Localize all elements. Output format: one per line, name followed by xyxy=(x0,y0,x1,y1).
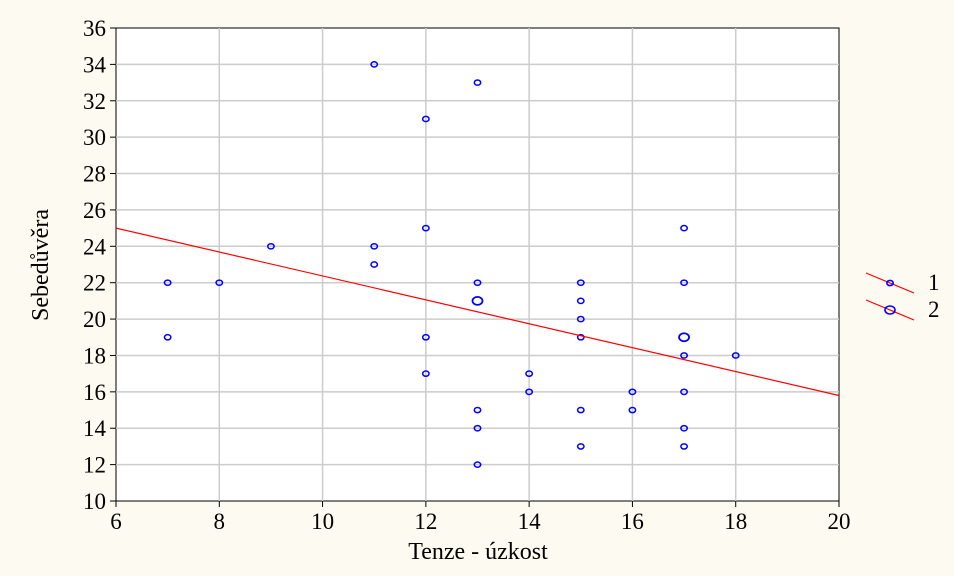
legend-marker xyxy=(885,279,894,287)
data-point xyxy=(576,333,585,341)
axis-ticks: 6 8 10 12 14 16 18 20 10 12 14 16 18 20 22 24 26 28 30 32 34… xyxy=(83,16,851,534)
legend-line xyxy=(865,272,915,294)
y-axis-label: Sebedůvěra xyxy=(28,209,54,321)
data-point xyxy=(473,406,482,414)
x-tick-label: 8 xyxy=(214,509,226,534)
data-point xyxy=(680,424,689,432)
y-tick-label: 14 xyxy=(83,416,107,441)
data-point xyxy=(680,352,689,359)
data-point xyxy=(473,279,482,287)
plot-area xyxy=(115,27,840,502)
data-point xyxy=(421,333,430,341)
data-point xyxy=(370,61,379,68)
y-tick-label: 22 xyxy=(83,271,106,296)
data-point xyxy=(680,443,689,450)
data-point xyxy=(370,261,379,268)
y-tick-label: 30 xyxy=(83,125,106,150)
data-point xyxy=(421,370,430,378)
data-point xyxy=(576,315,585,323)
data-point xyxy=(473,424,482,432)
data-point xyxy=(576,443,585,450)
data-points xyxy=(163,61,740,468)
data-point xyxy=(680,279,689,287)
y-tick-label: 26 xyxy=(83,198,106,223)
data-point xyxy=(163,279,172,287)
data-point xyxy=(525,370,534,378)
data-point xyxy=(370,242,379,250)
regression-line-group xyxy=(115,227,840,397)
y-tick-label: 20 xyxy=(83,307,106,332)
legend-label: 1 xyxy=(928,270,940,295)
y-tick-label: 34 xyxy=(83,52,107,77)
data-point xyxy=(576,406,585,414)
y-tick-label: 28 xyxy=(83,162,106,187)
legend: 12 xyxy=(865,270,940,322)
data-point xyxy=(731,352,740,359)
x-axis-label: Tenze - úzkost xyxy=(408,539,548,565)
data-point-large xyxy=(678,332,690,343)
x-tick-label: 16 xyxy=(621,509,644,534)
data-point xyxy=(576,279,585,287)
data-point xyxy=(680,388,689,396)
y-tick-label: 24 xyxy=(83,234,107,259)
legend-label: 2 xyxy=(928,297,940,322)
regression-line xyxy=(115,227,840,397)
x-tick-label: 12 xyxy=(414,509,437,534)
data-point xyxy=(473,79,482,86)
data-point xyxy=(421,115,430,123)
data-point xyxy=(576,297,585,305)
y-tick-label: 12 xyxy=(83,453,106,478)
legend-line xyxy=(865,299,915,321)
x-tick-label: 18 xyxy=(724,509,747,534)
data-point xyxy=(525,388,534,396)
x-tick-label: 10 xyxy=(311,509,334,534)
data-point xyxy=(421,224,430,232)
data-point xyxy=(473,461,482,468)
grid-lines xyxy=(116,28,839,501)
y-tick-label: 32 xyxy=(83,89,106,114)
y-tick-label: 10 xyxy=(83,489,106,514)
data-point-large xyxy=(471,295,484,306)
data-point xyxy=(163,333,172,341)
data-point xyxy=(628,388,637,396)
legend-marker xyxy=(884,305,896,315)
data-point xyxy=(628,406,637,414)
y-tick-label: 16 xyxy=(83,380,106,405)
x-tick-label: 20 xyxy=(828,509,851,534)
y-tick-label: 18 xyxy=(83,343,106,368)
data-point xyxy=(680,224,689,232)
data-point xyxy=(266,242,275,250)
x-tick-label: 6 xyxy=(110,509,122,534)
x-tick-label: 14 xyxy=(518,509,542,534)
y-tick-label: 36 xyxy=(83,16,106,41)
data-point xyxy=(215,279,224,287)
